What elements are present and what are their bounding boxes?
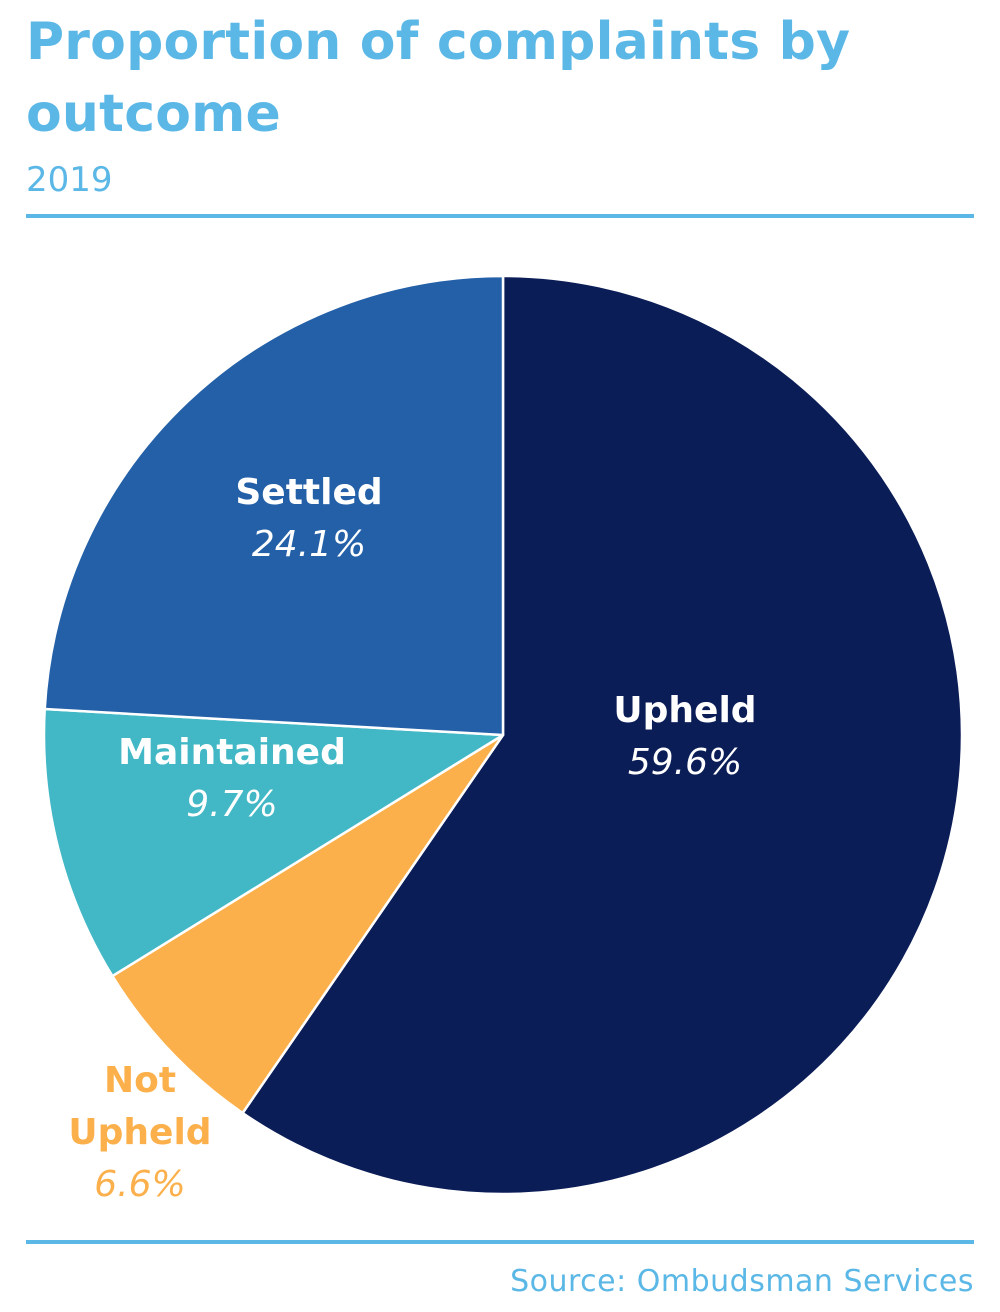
slice-value-label-upheld: 59.6%: [628, 742, 742, 783]
footer-divider: [26, 1240, 974, 1244]
chart-title: Proportion of complaints by outcome: [26, 12, 851, 144]
pie-slice-settled: [43, 274, 505, 737]
slice-name-label-not-upheld-2: Upheld: [68, 1112, 211, 1153]
slice-name-label-not-upheld-1: Not: [104, 1060, 176, 1101]
slice-name-label-settled: Settled: [235, 472, 382, 513]
pie-labels: Upheld 59.6% Not Upheld 6.6% Maintained 9.7% Se…: [68, 472, 756, 1205]
source-note: Source: Ombudsman Services: [510, 1264, 974, 1299]
pie-slices: [42, 274, 964, 1196]
slice-value-label-maintained: 9.7%: [186, 784, 277, 825]
header-divider: [26, 214, 974, 218]
pie-slice-upheld: [241, 274, 964, 1196]
pie-slice-maintained: [42, 707, 505, 978]
slice-value-label-settled: 24.1%: [252, 524, 366, 565]
slice-value-label-not-upheld: 6.6%: [94, 1164, 185, 1205]
pie-slice-not-upheld: [111, 733, 505, 1115]
slice-name-label-upheld: Upheld: [613, 690, 756, 731]
slice-name-label-maintained: Maintained: [118, 732, 346, 773]
chart-subtitle: 2019: [26, 160, 113, 200]
